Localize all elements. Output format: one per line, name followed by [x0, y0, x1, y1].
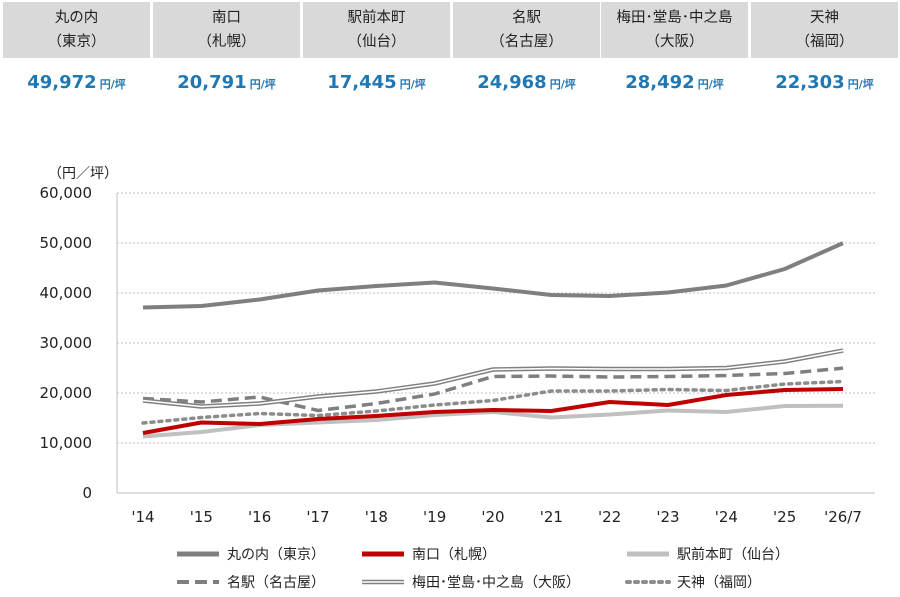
area-card-header: 天神 （福岡） [751, 2, 898, 58]
x-tick-label: '22 [598, 508, 621, 526]
legend-swatch [627, 551, 669, 557]
rent-unit: 円/坪 [99, 78, 126, 91]
x-tick-label: '17 [306, 508, 329, 526]
x-tick-label: '23 [656, 508, 679, 526]
series-line [142, 387, 844, 435]
y-tick-label: 0 [82, 484, 92, 502]
area-city: （福岡） [795, 34, 854, 50]
area-name: 南口 [212, 10, 241, 26]
rent-unit: 円/坪 [847, 78, 874, 91]
x-tick-label: '26/7 [824, 508, 862, 526]
x-tick-label: '21 [540, 508, 563, 526]
x-tick-label: '24 [715, 508, 738, 526]
rent-line-chart: （円／坪） 0 10,000 20,000 30,000 40,000 50,000 60,0… [40, 166, 875, 526]
y-tick-label: 40,000 [40, 284, 93, 302]
y-tick-label: 60,000 [40, 184, 93, 202]
x-tick-label: '15 [190, 508, 213, 526]
legend-swatch [177, 551, 219, 557]
area-rent-value: 17,445 円/坪 [303, 60, 450, 106]
area-rent-value: 24,968 円/坪 [453, 60, 600, 106]
rent-unit: 円/坪 [399, 78, 426, 91]
y-tick-label: 50,000 [40, 234, 93, 252]
rent-number: 17,445 [327, 72, 397, 93]
area-rent-value: 20,791 円/坪 [153, 60, 300, 106]
area-card-header: 南口 （札幌） [153, 2, 300, 58]
area-city: （名古屋） [490, 34, 563, 50]
legend-label: 南口（札幌） [412, 547, 496, 563]
legend-label: 梅田･堂島･中之島（大阪） [412, 575, 580, 591]
legend-swatch [177, 580, 219, 584]
y-tick-label: 20,000 [40, 384, 93, 402]
area-card: 丸の内 （東京） 49,972 円/坪 [3, 2, 150, 106]
series-line [142, 366, 844, 413]
legend-item: 丸の内（東京） [175, 542, 325, 566]
area-city: （東京） [47, 34, 106, 50]
area-rent-value: 49,972 円/坪 [3, 60, 150, 106]
legend-item: 駅前本町（仙台） [625, 542, 789, 566]
area-rent-cards: 丸の内 （東京） 49,972 円/坪 南口 （札幌） 20,791 円/坪 駅前本町 （仙台） 1… [0, 0, 900, 108]
area-city: （仙台） [347, 34, 406, 50]
area-name: 丸の内 [54, 10, 99, 26]
chart-legend: 丸の内（東京） 南口（札幌） 駅前本町（仙台） 名駅（名古屋） 梅田･堂島･中之島（大阪… [0, 538, 900, 596]
legend-item: 天神（福岡） [625, 570, 761, 594]
area-name: 駅前本町 [347, 10, 406, 26]
area-city: （札幌） [197, 34, 256, 50]
x-tick-label: '19 [423, 508, 446, 526]
legend-label: 丸の内（東京） [227, 547, 325, 563]
y-tick-label: 10,000 [40, 434, 93, 452]
area-card: 天神 （福岡） 22,303 円/坪 [751, 2, 898, 106]
rent-number: 22,303 [775, 72, 845, 93]
series-line-osaka-inner [142, 349, 844, 408]
area-name: 名駅 [512, 10, 541, 26]
area-name: 天神 [810, 10, 839, 26]
area-city: （大阪） [645, 34, 704, 50]
area-card: 南口 （札幌） 20,791 円/坪 [153, 2, 300, 106]
area-card-header: 丸の内 （東京） [3, 2, 150, 58]
x-tick-label: '16 [248, 508, 271, 526]
legend-item: 南口（札幌） [360, 542, 496, 566]
series-line [141, 379, 845, 425]
area-card: 駅前本町 （仙台） 17,445 円/坪 [303, 2, 450, 106]
legend-item: 梅田･堂島･中之島（大阪） [360, 570, 580, 594]
area-card-header: 駅前本町 （仙台） [303, 2, 450, 58]
legend-item: 名駅（名古屋） [175, 570, 325, 594]
area-name: 梅田･堂島･中之島 [616, 10, 733, 26]
legend-label: 駅前本町（仙台） [677, 547, 789, 563]
area-card: 名駅 （名古屋） 24,968 円/坪 [453, 2, 600, 106]
x-tick-label: '20 [481, 508, 504, 526]
series-line [142, 241, 844, 310]
x-tick-label: '18 [365, 508, 388, 526]
rent-unit: 円/坪 [549, 78, 576, 91]
legend-swatch [362, 551, 404, 557]
rent-number: 24,968 [477, 72, 547, 93]
legend-label: 名駅（名古屋） [227, 575, 325, 591]
rent-number: 28,492 [625, 72, 695, 93]
area-card-header: 名駅 （名古屋） [453, 2, 600, 58]
legend-swatch [625, 580, 671, 584]
rent-unit: 円/坪 [697, 78, 724, 91]
y-axis-unit-label: （円／坪） [48, 166, 118, 182]
y-tick-label: 30,000 [40, 334, 93, 352]
legend-swatch [362, 579, 404, 585]
x-tick-label: '25 [773, 508, 796, 526]
area-rent-value: 22,303 円/坪 [751, 60, 898, 106]
rent-unit: 円/坪 [249, 78, 276, 91]
rent-number: 49,972 [27, 72, 97, 93]
area-card-header: 梅田･堂島･中之島 （大阪） [601, 2, 748, 58]
x-tick-label: '14 [131, 508, 154, 526]
area-card: 梅田･堂島･中之島 （大阪） 28,492 円/坪 [601, 2, 748, 106]
legend-label: 天神（福岡） [677, 575, 761, 591]
rent-number: 20,791 [177, 72, 247, 93]
area-rent-value: 28,492 円/坪 [601, 60, 748, 106]
